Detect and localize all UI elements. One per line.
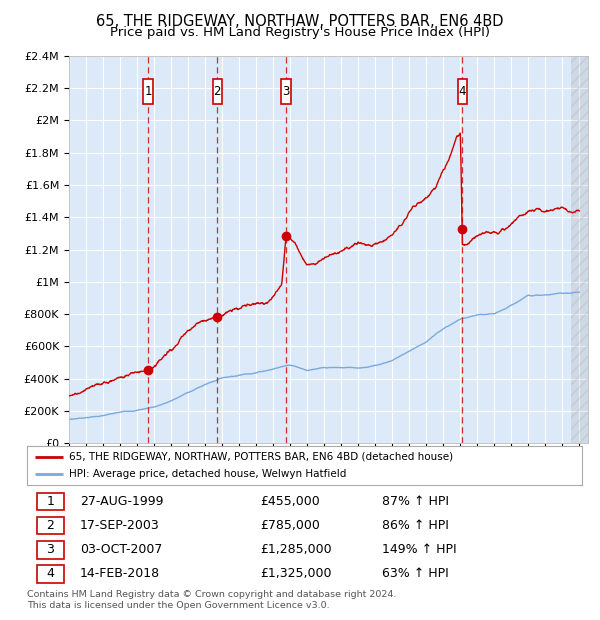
Text: 27-AUG-1999: 27-AUG-1999	[80, 495, 163, 508]
Text: 63% ↑ HPI: 63% ↑ HPI	[382, 567, 449, 580]
Text: 3: 3	[282, 85, 290, 98]
Text: 1: 1	[145, 85, 152, 98]
Text: 1: 1	[46, 495, 54, 508]
Bar	[212, 79, 222, 104]
Text: 149% ↑ HPI: 149% ↑ HPI	[382, 543, 457, 556]
Text: 17-SEP-2003: 17-SEP-2003	[80, 520, 160, 533]
Text: £1,285,000: £1,285,000	[260, 543, 332, 556]
Bar	[37, 565, 64, 583]
Bar	[143, 79, 153, 104]
Text: 4: 4	[458, 85, 466, 98]
Bar	[458, 79, 467, 104]
Text: £785,000: £785,000	[260, 520, 320, 533]
Text: 4: 4	[46, 567, 54, 580]
Bar	[37, 493, 64, 510]
Bar	[281, 79, 290, 104]
Text: 03-OCT-2007: 03-OCT-2007	[80, 543, 162, 556]
Text: 3: 3	[46, 543, 54, 556]
Text: Contains HM Land Registry data © Crown copyright and database right 2024.
This d: Contains HM Land Registry data © Crown c…	[27, 590, 397, 609]
Text: Price paid vs. HM Land Registry's House Price Index (HPI): Price paid vs. HM Land Registry's House …	[110, 26, 490, 39]
Text: 87% ↑ HPI: 87% ↑ HPI	[382, 495, 449, 508]
Bar	[571, 56, 588, 443]
Text: £1,325,000: £1,325,000	[260, 567, 332, 580]
Text: 2: 2	[46, 520, 54, 533]
Bar	[37, 541, 64, 559]
Text: 14-FEB-2018: 14-FEB-2018	[80, 567, 160, 580]
Text: £455,000: £455,000	[260, 495, 320, 508]
Text: 65, THE RIDGEWAY, NORTHAW, POTTERS BAR, EN6 4BD: 65, THE RIDGEWAY, NORTHAW, POTTERS BAR, …	[96, 14, 504, 29]
Bar	[37, 517, 64, 534]
Text: 2: 2	[214, 85, 221, 98]
Text: HPI: Average price, detached house, Welwyn Hatfield: HPI: Average price, detached house, Welw…	[68, 469, 346, 479]
Text: 65, THE RIDGEWAY, NORTHAW, POTTERS BAR, EN6 4BD (detached house): 65, THE RIDGEWAY, NORTHAW, POTTERS BAR, …	[68, 452, 453, 462]
Text: 86% ↑ HPI: 86% ↑ HPI	[382, 520, 449, 533]
